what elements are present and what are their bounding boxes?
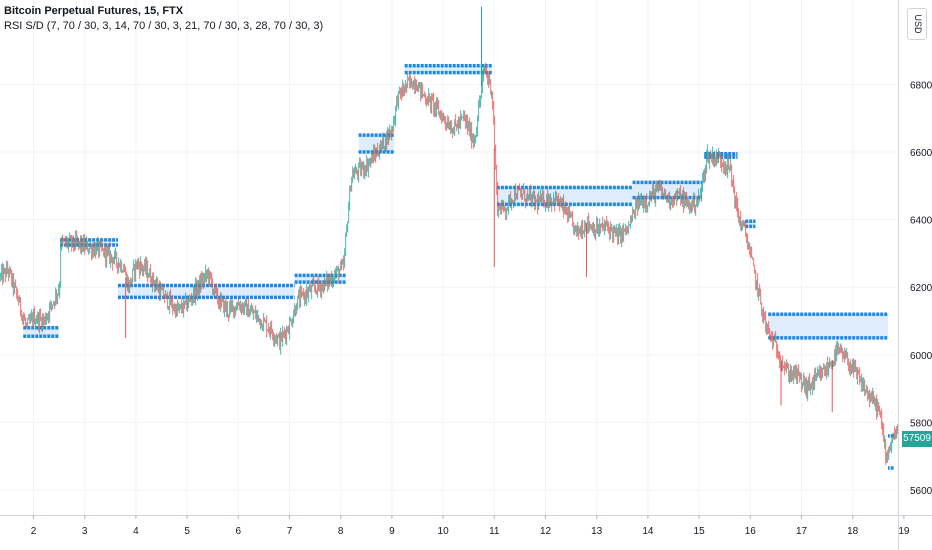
currency-label: USD	[913, 14, 923, 34]
chart-grid	[0, 0, 905, 515]
currency-button[interactable]: USD	[907, 8, 927, 40]
x-tick-label: 4	[133, 526, 139, 537]
x-tick-label: 2	[31, 526, 37, 537]
x-tick-label: 14	[642, 526, 654, 537]
x-tick-label: 11	[489, 526, 500, 537]
zone-fill	[60, 239, 118, 245]
zone-fill	[768, 314, 888, 338]
y-tick-label: 68000	[910, 80, 932, 91]
y-tick-label: 62000	[910, 283, 932, 294]
x-tick-label: 18	[847, 526, 859, 537]
symbol-title[interactable]: Bitcoin Perpetual Futures, 15, FTX	[4, 5, 184, 17]
time-axis-panel	[0, 515, 932, 550]
zone-fill	[496, 187, 633, 205]
indicator-label[interactable]: RSI S/D (7, 70 / 30, 3, 14, 70 / 30, 3, …	[4, 20, 324, 32]
x-tick-label: 8	[338, 526, 344, 537]
candlestick-series	[0, 6, 902, 465]
last-price-tag: 57509	[902, 431, 932, 447]
x-tick-label: 5	[184, 526, 190, 537]
x-tick-label: 16	[745, 526, 757, 537]
zone-fill	[294, 275, 346, 283]
x-tick-label: 17	[796, 526, 808, 537]
zone-fill	[117, 285, 295, 298]
y-tick-label: 66000	[910, 148, 932, 159]
price-axis-panel	[898, 0, 932, 550]
x-tick-label: 13	[591, 526, 603, 537]
zone-fill	[404, 65, 492, 73]
y-tick-label: 58000	[910, 418, 932, 429]
y-tick-label: 56000	[910, 486, 932, 497]
y-tick-label: 64000	[910, 216, 932, 227]
x-tick-label: 3	[82, 526, 88, 537]
y-tick-label: 60000	[910, 351, 932, 362]
zone-fill	[745, 221, 756, 227]
x-tick-label: 6	[236, 526, 242, 537]
x-tick-label: 12	[540, 526, 552, 537]
zone-fill	[23, 327, 60, 337]
x-tick-label: 10	[438, 526, 450, 537]
x-tick-label: 7	[287, 526, 293, 537]
x-tick-label: 9	[389, 526, 395, 537]
x-tick-label: 19	[898, 526, 910, 537]
chart-legend: Bitcoin Perpetual Futures, 15, FTX RSI S…	[4, 4, 323, 34]
x-tick-label: 15	[694, 526, 706, 537]
